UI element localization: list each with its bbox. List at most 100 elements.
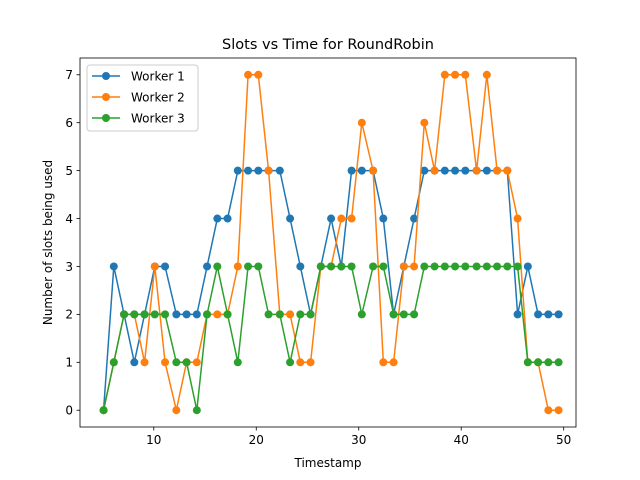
data-point-worker-2 xyxy=(389,358,398,367)
data-point-worker-3 xyxy=(337,262,346,271)
data-point-worker-2 xyxy=(513,214,522,223)
data-point-worker-3 xyxy=(264,310,273,319)
data-point-worker-1 xyxy=(161,262,170,271)
data-point-worker-3 xyxy=(461,262,470,271)
series-line-worker-1 xyxy=(102,169,559,411)
data-point-worker-1 xyxy=(223,214,232,223)
data-point-worker-2 xyxy=(337,214,346,223)
data-point-worker-3 xyxy=(316,262,325,271)
data-point-worker-3 xyxy=(410,310,419,319)
data-point-worker-2 xyxy=(192,358,201,367)
data-point-worker-3 xyxy=(420,262,429,271)
y-tick-label: 4 xyxy=(65,212,73,226)
data-point-worker-1 xyxy=(440,166,449,175)
data-point-worker-1 xyxy=(420,166,429,175)
data-point-worker-1 xyxy=(534,310,543,319)
x-axis-label: Timestamp xyxy=(294,456,362,470)
data-point-worker-2 xyxy=(440,70,449,79)
data-point-worker-2 xyxy=(161,358,170,367)
legend-item-worker-1: Worker 1 xyxy=(92,70,185,84)
y-tick-label: 2 xyxy=(65,308,73,322)
data-point-worker-1 xyxy=(254,166,263,175)
data-point-worker-3 xyxy=(440,262,449,271)
data-point-worker-1 xyxy=(244,166,253,175)
data-point-worker-2 xyxy=(379,358,388,367)
data-point-worker-2 xyxy=(296,358,305,367)
data-point-worker-1 xyxy=(203,262,212,271)
data-point-worker-3 xyxy=(357,310,366,319)
data-point-worker-1 xyxy=(513,310,522,319)
y-tick-label: 0 xyxy=(65,404,73,418)
data-point-worker-1 xyxy=(410,214,419,223)
data-point-worker-3 xyxy=(130,310,139,319)
data-point-worker-2 xyxy=(399,262,408,271)
x-tick-label: 20 xyxy=(249,433,264,447)
data-point-worker-2 xyxy=(461,70,470,79)
data-point-worker-1 xyxy=(482,166,491,175)
data-point-worker-3 xyxy=(482,262,491,271)
legend-label: Worker 3 xyxy=(131,112,185,126)
data-point-worker-3 xyxy=(554,358,563,367)
data-point-worker-2 xyxy=(244,70,253,79)
data-point-worker-2 xyxy=(172,406,181,415)
data-point-worker-2 xyxy=(140,358,149,367)
data-point-worker-3 xyxy=(369,262,378,271)
data-point-worker-2 xyxy=(357,118,366,127)
chart-title: Slots vs Time for RoundRobin xyxy=(222,37,434,53)
data-point-worker-2 xyxy=(503,166,512,175)
data-point-worker-2 xyxy=(430,166,439,175)
data-point-worker-1 xyxy=(296,262,305,271)
data-point-worker-2 xyxy=(150,262,159,271)
y-tick-label: 5 xyxy=(65,164,73,178)
data-point-worker-3 xyxy=(254,262,263,271)
data-point-worker-1 xyxy=(286,214,295,223)
data-point-worker-3 xyxy=(275,310,284,319)
legend-swatch-marker xyxy=(102,93,110,101)
data-point-worker-3 xyxy=(430,262,439,271)
data-point-worker-3 xyxy=(389,310,398,319)
ticks-layer: 10 20 30 40 50 0 1 2 3 4 5 6 7 xyxy=(65,68,571,447)
data-point-worker-1 xyxy=(451,166,460,175)
data-point-worker-3 xyxy=(286,358,295,367)
data-point-worker-3 xyxy=(203,310,212,319)
data-point-worker-2 xyxy=(554,406,563,415)
data-point-worker-1 xyxy=(182,310,191,319)
legend-item-worker-3: Worker 3 xyxy=(92,112,185,126)
data-point-worker-1 xyxy=(357,166,366,175)
y-tick-label: 1 xyxy=(65,356,73,370)
data-point-worker-1 xyxy=(554,310,563,319)
data-point-worker-1 xyxy=(213,214,222,223)
data-point-worker-1 xyxy=(130,358,139,367)
data-point-worker-2 xyxy=(369,166,378,175)
data-point-worker-3 xyxy=(172,358,181,367)
legend-label: Worker 2 xyxy=(131,91,185,105)
y-tick-label: 7 xyxy=(65,68,73,82)
data-point-worker-1 xyxy=(379,214,388,223)
data-point-worker-1 xyxy=(544,310,553,319)
data-point-worker-2 xyxy=(347,214,356,223)
data-point-worker-3 xyxy=(150,310,159,319)
data-point-worker-1 xyxy=(172,310,181,319)
data-point-worker-3 xyxy=(379,262,388,271)
data-point-worker-3 xyxy=(140,310,149,319)
legend-swatch-marker xyxy=(102,114,110,122)
y-tick-label: 3 xyxy=(65,260,73,274)
data-point-worker-3 xyxy=(161,310,170,319)
plot-area-frame xyxy=(79,57,577,428)
data-point-worker-3 xyxy=(513,262,522,271)
data-point-worker-3 xyxy=(306,310,315,319)
data-point-worker-3 xyxy=(399,310,408,319)
data-point-worker-2 xyxy=(420,118,429,127)
data-point-worker-3 xyxy=(327,262,336,271)
data-point-worker-2 xyxy=(472,166,481,175)
data-point-worker-3 xyxy=(493,262,502,271)
data-point-worker-1 xyxy=(233,166,242,175)
data-point-worker-3 xyxy=(182,358,191,367)
y-tick-label: 6 xyxy=(65,116,73,130)
data-point-worker-1 xyxy=(523,262,532,271)
legend-label: Worker 1 xyxy=(131,70,185,84)
data-point-worker-3 xyxy=(534,358,543,367)
x-tick-label: 30 xyxy=(351,433,366,447)
y-axis-label: Number of slots being used xyxy=(41,160,55,325)
x-tick-label: 40 xyxy=(454,433,469,447)
